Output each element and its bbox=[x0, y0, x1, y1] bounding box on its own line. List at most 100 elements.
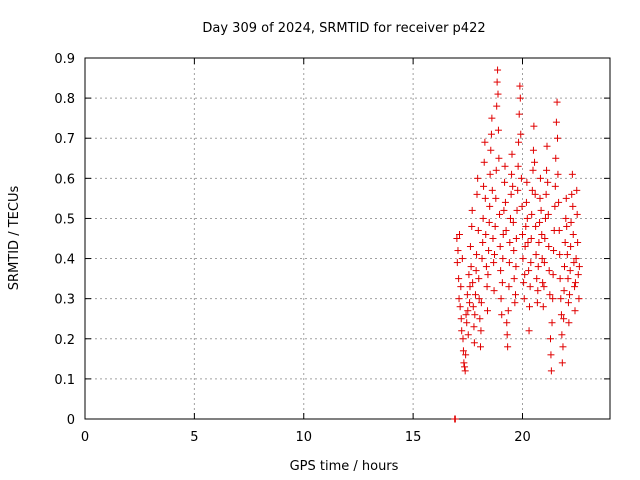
data-point bbox=[558, 359, 566, 367]
data-point bbox=[568, 190, 576, 198]
data-point bbox=[512, 263, 520, 271]
data-point bbox=[548, 319, 556, 327]
data-point bbox=[456, 303, 464, 311]
data-point bbox=[557, 311, 565, 319]
data-point bbox=[539, 279, 547, 287]
data-point bbox=[508, 170, 516, 178]
data-point bbox=[470, 339, 478, 347]
data-point bbox=[490, 259, 498, 267]
y-axis-label: SRMTID / TECUs bbox=[7, 186, 22, 291]
data-point bbox=[482, 263, 490, 271]
data-point bbox=[504, 307, 512, 315]
data-point bbox=[511, 299, 519, 307]
data-point bbox=[520, 279, 528, 287]
data-point bbox=[524, 239, 532, 247]
data-point bbox=[558, 331, 566, 339]
data-point bbox=[533, 275, 541, 283]
data-point bbox=[564, 275, 572, 283]
data-point bbox=[493, 78, 501, 86]
data-point bbox=[541, 235, 549, 242]
data-point bbox=[485, 218, 493, 226]
data-point bbox=[575, 295, 583, 303]
data-point bbox=[551, 182, 559, 190]
data-point bbox=[477, 299, 485, 307]
data-point bbox=[503, 319, 511, 327]
data-point bbox=[523, 178, 531, 186]
data-point bbox=[463, 291, 471, 299]
data-point bbox=[479, 214, 487, 222]
data-point bbox=[541, 214, 549, 222]
data-point bbox=[561, 239, 569, 247]
data-point bbox=[529, 146, 537, 154]
data-point bbox=[499, 230, 507, 238]
data-point bbox=[496, 210, 504, 218]
data-point bbox=[468, 206, 476, 214]
data-point bbox=[474, 174, 482, 182]
data-point bbox=[504, 343, 512, 351]
y-tick-label: 0.1 bbox=[54, 373, 75, 388]
data-point bbox=[536, 174, 544, 182]
data-point bbox=[523, 214, 531, 222]
data-point bbox=[527, 235, 535, 242]
data-point bbox=[540, 259, 548, 267]
data-point bbox=[469, 279, 477, 287]
data-point bbox=[540, 283, 548, 291]
data-point bbox=[501, 162, 509, 170]
data-point bbox=[545, 267, 553, 275]
data-point bbox=[561, 263, 568, 271]
data-point bbox=[570, 259, 578, 267]
data-point bbox=[502, 226, 510, 234]
data-point bbox=[544, 178, 552, 186]
data-point bbox=[518, 202, 526, 210]
y-tick-label: 0.9 bbox=[54, 52, 75, 67]
data-point bbox=[464, 307, 472, 315]
data-point bbox=[516, 94, 524, 102]
data-point bbox=[512, 291, 519, 299]
y-tick-label: 0.3 bbox=[54, 293, 75, 308]
data-point bbox=[475, 295, 483, 303]
data-point bbox=[532, 222, 540, 230]
data-point bbox=[527, 259, 535, 267]
data-point bbox=[525, 267, 533, 275]
data-point bbox=[514, 162, 522, 170]
data-point bbox=[507, 190, 515, 198]
data-point bbox=[562, 214, 570, 222]
y-tick-label: 0.4 bbox=[54, 253, 75, 268]
data-point bbox=[506, 214, 514, 222]
data-point bbox=[566, 291, 574, 299]
data-point bbox=[487, 146, 495, 154]
data-point bbox=[459, 335, 467, 343]
data-point bbox=[528, 186, 536, 194]
data-point bbox=[538, 255, 546, 263]
data-point bbox=[526, 283, 534, 291]
data-point bbox=[549, 295, 557, 303]
data-point bbox=[547, 335, 554, 343]
data-point bbox=[556, 251, 564, 259]
data-point bbox=[573, 210, 581, 218]
data-point bbox=[568, 170, 576, 178]
data-point bbox=[499, 255, 507, 263]
data-point bbox=[572, 255, 580, 263]
data-point bbox=[456, 230, 463, 238]
y-tick-label: 0 bbox=[67, 413, 75, 428]
data-point bbox=[466, 299, 474, 307]
data-point bbox=[554, 134, 561, 142]
data-point bbox=[505, 283, 513, 291]
data-point bbox=[466, 283, 474, 291]
data-point bbox=[458, 255, 466, 263]
data-point bbox=[522, 198, 530, 206]
data-point bbox=[468, 222, 476, 230]
data-point bbox=[500, 206, 508, 214]
data-point bbox=[553, 98, 561, 106]
data-point bbox=[477, 327, 485, 335]
data-point bbox=[461, 363, 469, 371]
data-point bbox=[494, 66, 502, 74]
data-point bbox=[498, 311, 506, 319]
data-point bbox=[537, 206, 545, 214]
data-point bbox=[470, 323, 478, 331]
data-point bbox=[509, 218, 517, 226]
data-point bbox=[486, 170, 494, 178]
data-point bbox=[529, 166, 537, 174]
data-point bbox=[519, 255, 527, 263]
data-point bbox=[521, 243, 529, 251]
